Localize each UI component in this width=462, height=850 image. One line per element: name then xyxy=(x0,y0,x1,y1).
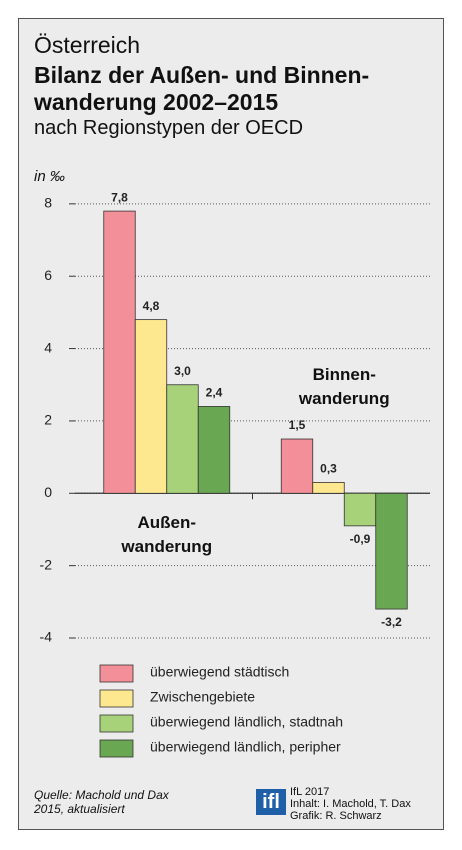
category-label: Außen- wanderung xyxy=(121,513,213,557)
bar xyxy=(134,319,168,494)
data-label: 4,8 xyxy=(143,299,160,313)
legend-label: Zwischengebiete xyxy=(150,689,255,705)
legend-label: überwiegend ländlich, peripher xyxy=(150,739,341,755)
data-label: 0,3 xyxy=(320,462,337,476)
y-tick-label: 6 xyxy=(44,267,52,283)
data-label: -0,9 xyxy=(350,532,371,546)
legend-label: überwiegend ländlich, stadtnah xyxy=(150,714,343,730)
bar xyxy=(280,438,314,494)
bar xyxy=(197,406,231,494)
bar xyxy=(312,482,345,494)
overline: Österreich xyxy=(34,32,141,58)
legend-swatch xyxy=(99,739,134,758)
legend-swatch xyxy=(99,689,134,708)
y-tick-label: 8 xyxy=(44,195,52,211)
bar xyxy=(166,384,199,494)
panel xyxy=(18,18,444,830)
data-label: 7,8 xyxy=(111,190,128,204)
legend-swatch xyxy=(99,714,134,733)
y-tick-label: 0 xyxy=(44,484,52,500)
y-tick-label: -4 xyxy=(40,629,53,645)
category-label: Binnen- wanderung xyxy=(298,365,390,409)
chart-title: Bilanz der Außen- und Binnen- wanderung … xyxy=(34,62,370,115)
y-tick-label: -2 xyxy=(40,556,53,572)
data-label: 1,5 xyxy=(289,418,306,432)
subtitle: nach Regionstypen der OECD xyxy=(34,117,304,139)
logo: ifl xyxy=(256,789,286,815)
bar xyxy=(375,492,408,610)
data-label: 2,4 xyxy=(206,386,223,400)
credits: IfL 2017 Inhalt: I. Machold, T. Dax Graf… xyxy=(290,786,411,822)
source: Quelle: Machold und Dax 2015, aktualisie… xyxy=(34,788,169,816)
y-tick-label: 4 xyxy=(44,339,52,355)
bar xyxy=(343,492,377,527)
legend-label: überwiegend städtisch xyxy=(150,664,289,680)
y-axis-label: in ‰ xyxy=(34,168,65,185)
y-tick-label: 2 xyxy=(44,412,52,428)
data-label: 3,0 xyxy=(174,364,191,378)
bar xyxy=(103,210,136,494)
legend-swatch xyxy=(99,664,134,683)
data-label: -3,2 xyxy=(381,615,402,629)
